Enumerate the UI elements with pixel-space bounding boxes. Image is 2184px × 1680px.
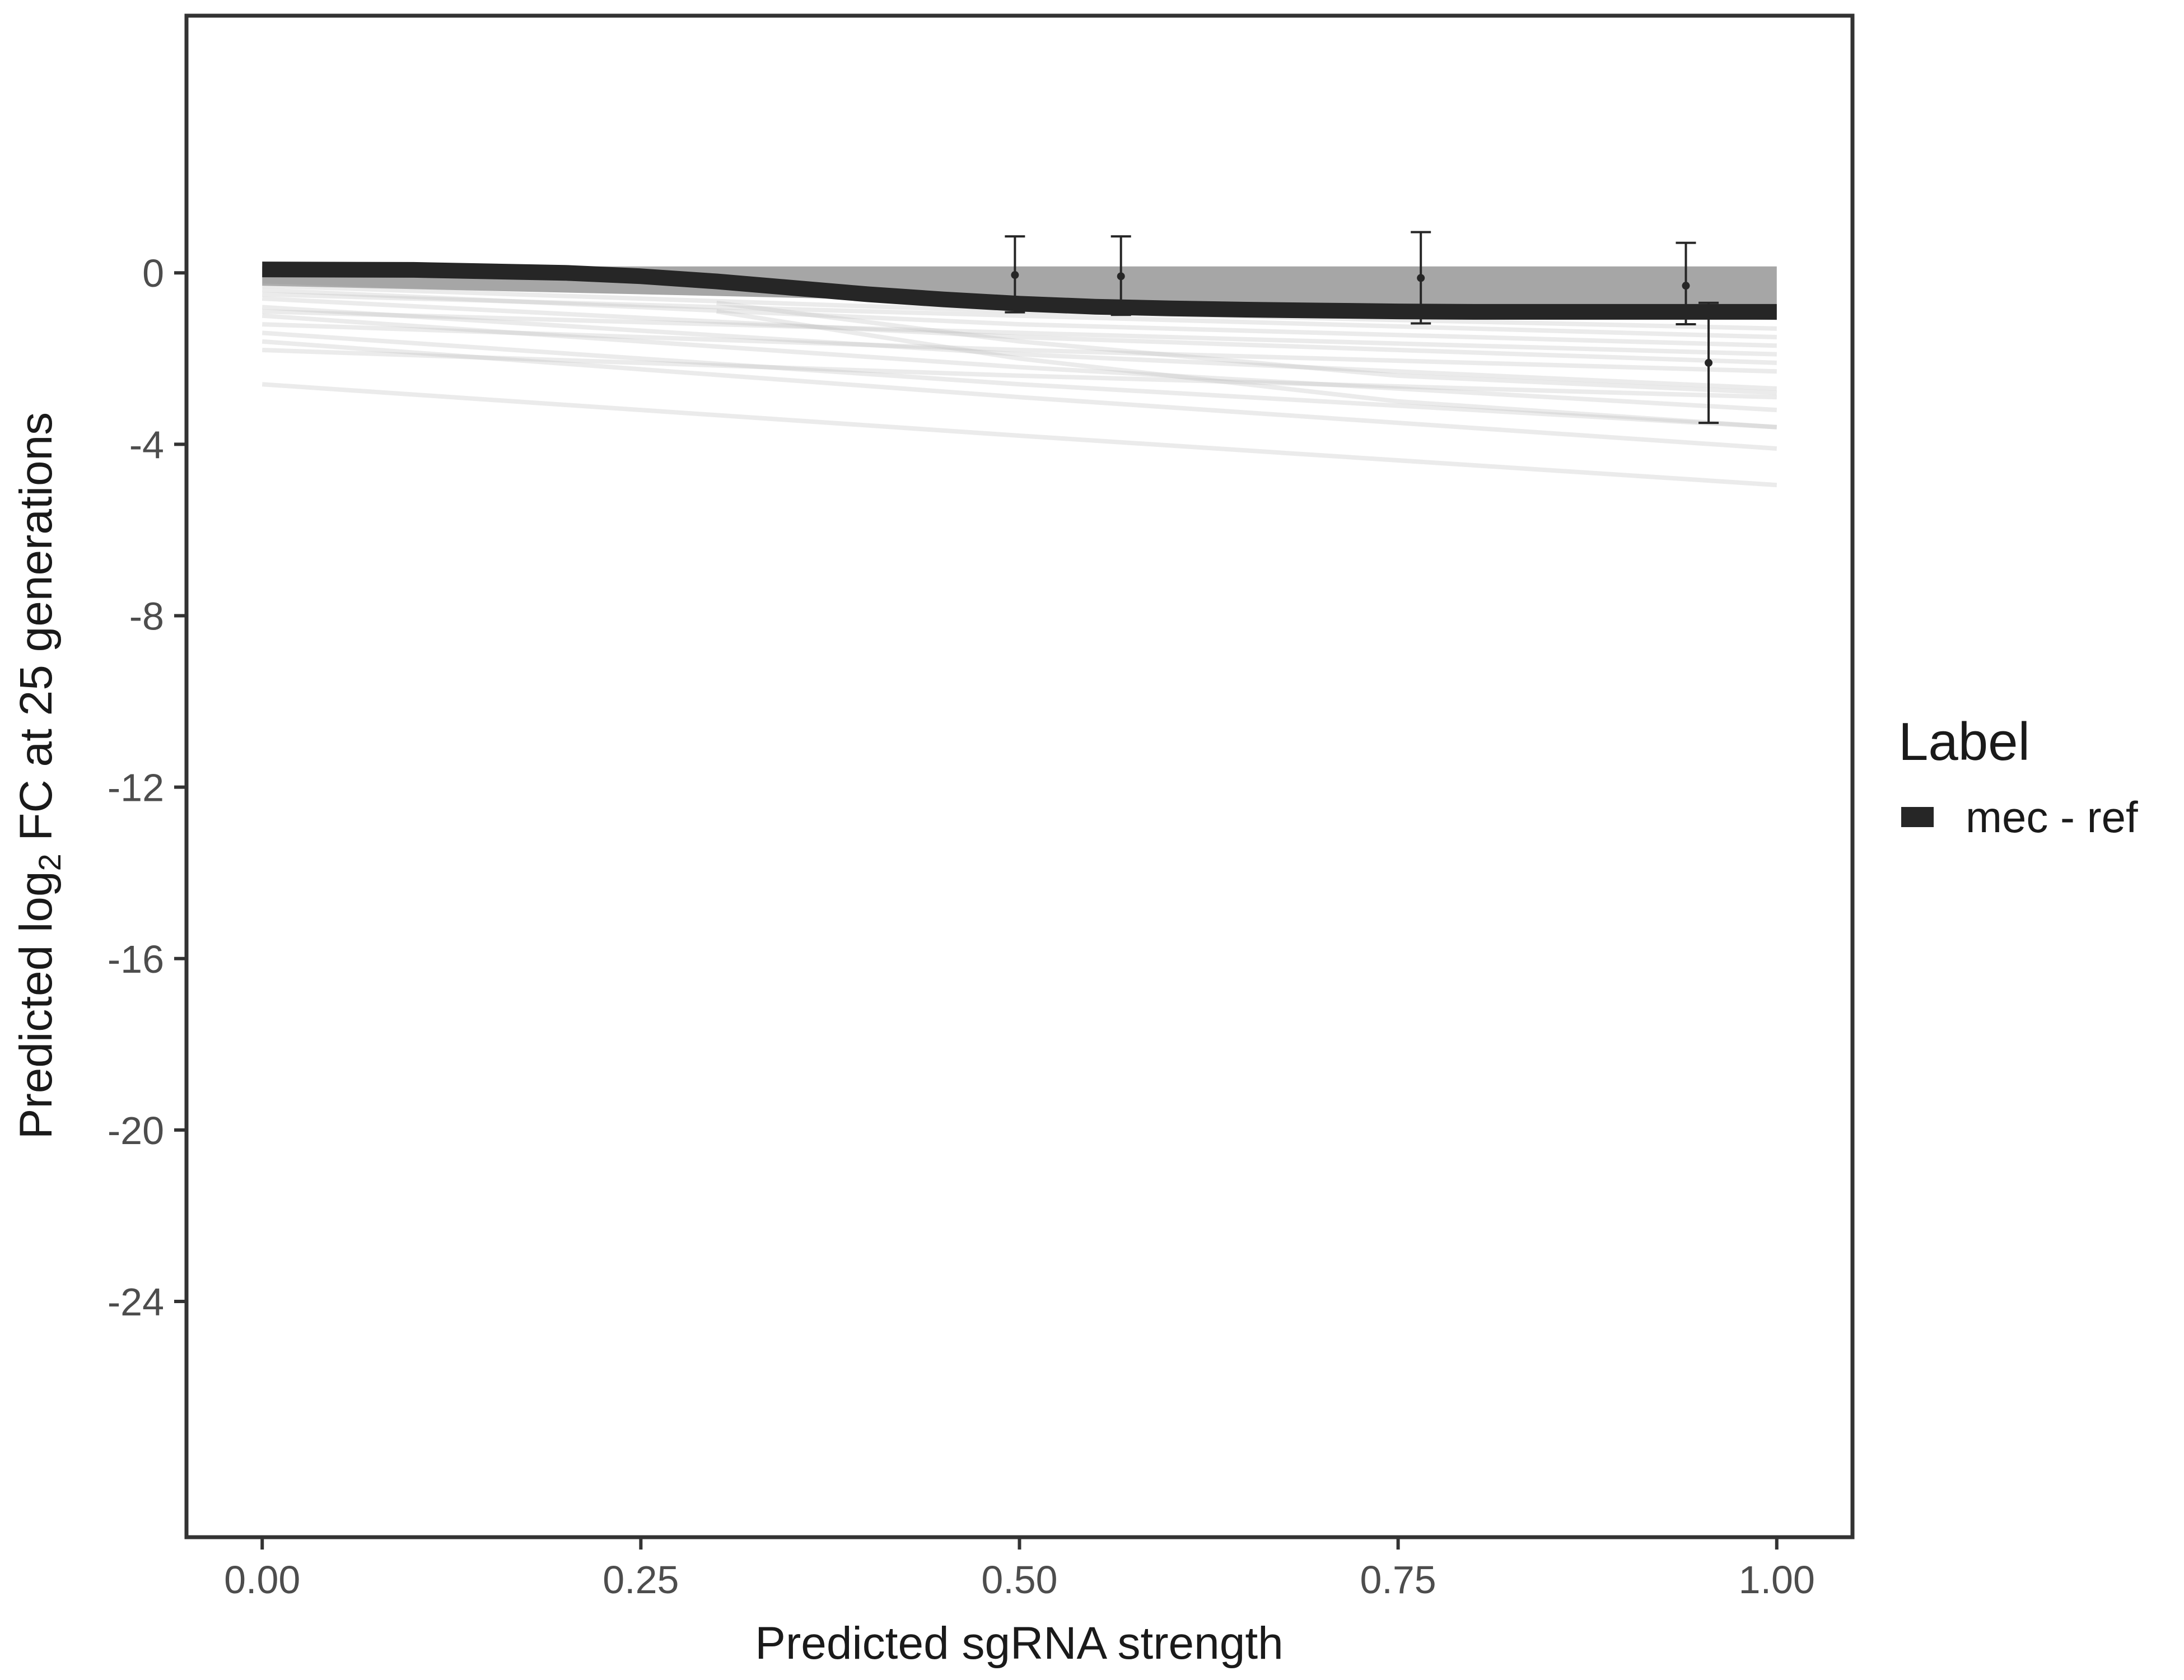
sample-curve [262, 348, 1777, 400]
data-point [1110, 235, 1131, 316]
sample-curve [262, 287, 1777, 348]
panel-background [186, 16, 1852, 1537]
sample-curve [262, 292, 1777, 339]
point-marker [1011, 271, 1019, 279]
y-tick-label: -12 [108, 766, 164, 810]
point-marker [1682, 282, 1690, 290]
data-point [1411, 231, 1431, 325]
y-axis-title-part-2: FC at 25 generations [11, 412, 62, 854]
y-tick-label: -16 [108, 937, 164, 981]
y-tick-label: 0 [142, 251, 164, 295]
sample-curve [262, 382, 1777, 488]
sample-curve [262, 296, 1777, 365]
x-tick-label: 0.00 [224, 1558, 300, 1602]
data-point [1005, 235, 1025, 314]
x-axis-title: Predicted sgRNA strength [755, 1618, 1283, 1669]
legend-key-mec-ref [1901, 807, 1934, 827]
y-axis-title-subscript: 2 [32, 853, 67, 871]
point-marker [1705, 358, 1713, 367]
y-tick-label: -8 [129, 594, 164, 638]
panel-border [184, 13, 1855, 1539]
legend-label: mec - ref [1966, 792, 2138, 842]
legend: Label mec - ref [1898, 712, 2138, 842]
y-tick-label: -4 [129, 423, 164, 466]
x-tick-label: 1.00 [1739, 1558, 1815, 1602]
sample-curve [262, 305, 1777, 391]
y-axis-title: Predicted log2 FC at 25 generations [11, 412, 67, 1139]
observed-points [1005, 231, 1719, 424]
sample-curve [262, 309, 1777, 357]
x-axis: 0.00 0.25 0.50 0.75 1.00 [224, 1539, 1815, 1602]
x-tick-label: 0.75 [1360, 1558, 1436, 1602]
sample-curve [262, 339, 1777, 451]
x-tick-label: 0.50 [981, 1558, 1057, 1602]
data-point [1698, 301, 1719, 424]
sample-curve [716, 300, 1777, 395]
x-tick-label: 0.25 [603, 1558, 679, 1602]
y-axis: 0 -4 -8 -12 -16 -20 -24 [108, 251, 185, 1324]
plot-area [262, 231, 1777, 488]
y-tick-label: -24 [108, 1280, 164, 1324]
point-marker [1417, 274, 1425, 282]
sample-curve [262, 313, 1777, 413]
y-axis-title-part-1: Predicted log [11, 871, 62, 1140]
sample-curve [262, 330, 1777, 430]
legend-title: Label [1898, 712, 2030, 772]
y-tick-label: -20 [108, 1109, 164, 1152]
data-point [1676, 241, 1696, 326]
sample-curve [262, 322, 1777, 374]
reference-curve [262, 262, 1777, 320]
reference-curve-group [262, 262, 1777, 320]
point-marker [1117, 272, 1125, 281]
sample-curve [716, 309, 1777, 430]
